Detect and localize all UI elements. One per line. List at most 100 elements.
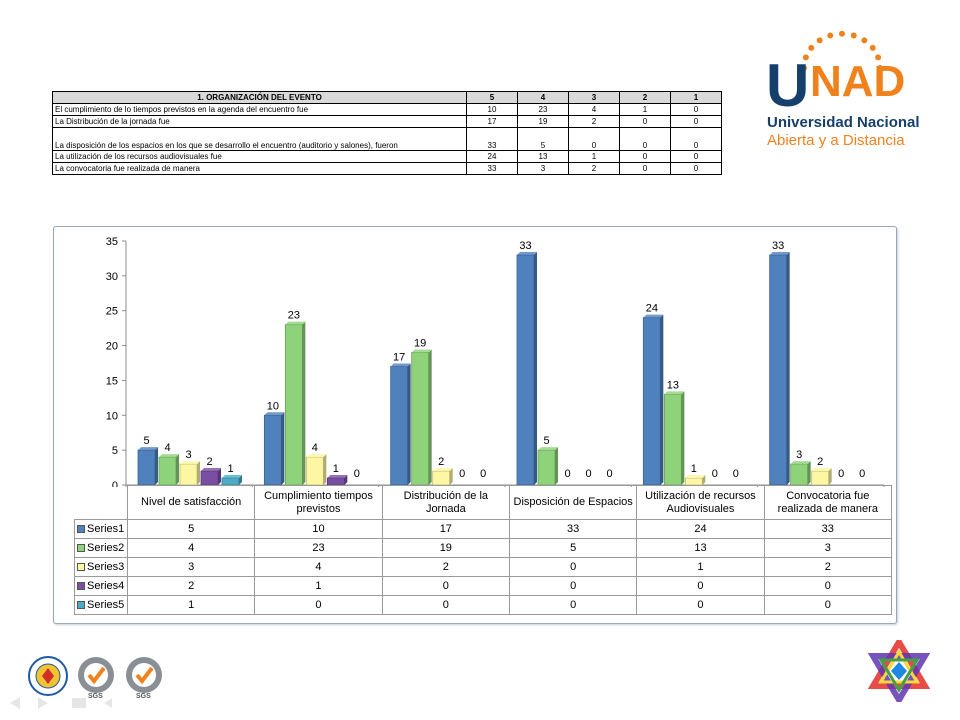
legend-swatch: [77, 544, 85, 553]
bar-top: [306, 454, 327, 458]
value-cell: 23: [517, 103, 569, 116]
bar-side: [155, 447, 158, 485]
column-header: 1: [670, 91, 722, 104]
bar-side: [702, 475, 706, 485]
data-label: 0: [606, 468, 612, 480]
arrow-left-icon[interactable]: [10, 697, 20, 709]
bar-top: [411, 349, 432, 353]
data-label: 2: [206, 456, 212, 468]
value-cell: 0: [670, 115, 722, 128]
x-category-label: Disposición de Espacios: [508, 485, 638, 520]
bar-side: [302, 321, 306, 485]
data-table-cell: 0: [763, 576, 892, 596]
bar-top: [327, 475, 348, 479]
data-label: 0: [585, 468, 591, 480]
unad-wordmark-icon: U NAD: [766, 30, 905, 118]
value-cell: 0: [670, 162, 722, 175]
data-table-cell: 23: [254, 538, 383, 558]
data-table-cell: 13: [636, 538, 765, 558]
data-label: 0: [712, 468, 718, 480]
svg-text:SGS: SGS: [88, 693, 103, 700]
data-label: 2: [817, 456, 823, 468]
data-label: 1: [691, 463, 697, 475]
bar: [179, 463, 198, 486]
data-label: 1: [333, 463, 339, 475]
bar: [663, 393, 682, 486]
legend-label: Series2: [87, 542, 125, 554]
legend-swatch: [77, 601, 85, 610]
legend-key: Series4: [74, 576, 128, 596]
value-cell: 0: [670, 150, 722, 163]
legend-label: Series5: [87, 599, 125, 611]
data-table-cell: 3: [126, 557, 256, 577]
bar: [790, 463, 809, 486]
y-tick-label: 5: [112, 445, 118, 457]
data-label: 0: [354, 468, 360, 480]
column-header: 3: [568, 91, 620, 104]
value-cell: 2: [568, 162, 620, 175]
bar: [811, 470, 830, 486]
bar-side: [323, 454, 327, 485]
sgs-certification-icon: SGS: [126, 657, 162, 700]
y-tick-label: 20: [106, 341, 118, 353]
bar-top: [538, 447, 558, 451]
value-cell: 0: [619, 115, 671, 128]
question-cell: La Distribución de la jornada fue: [52, 115, 467, 128]
table-row: El cumplimiento de lo tiempos previstos …: [52, 103, 722, 116]
bar-side: [218, 468, 221, 485]
column-header: 5: [466, 91, 518, 104]
column-header: 4: [517, 91, 569, 104]
data-table-cell: 0: [636, 595, 765, 615]
svg-text:SGS: SGS: [136, 693, 151, 700]
x-category-label: Convocatoria fue realizada de manera: [763, 485, 892, 520]
bar: [305, 456, 324, 486]
data-table-cell: 33: [763, 519, 892, 539]
data-table-cell: 3: [763, 538, 892, 558]
arrow-right-icon[interactable]: [38, 697, 48, 709]
legend-label: Series4: [87, 580, 125, 592]
bar: [642, 317, 661, 486]
svg-text:NAD: NAD: [810, 57, 905, 106]
bar-side: [197, 461, 200, 485]
bar-top: [517, 251, 537, 255]
bar-side: [681, 391, 685, 485]
data-table-cell: 0: [508, 576, 638, 596]
return-icon[interactable]: [104, 698, 112, 708]
question-cell: La utilización de los recursos audiovisu…: [52, 150, 467, 163]
data-label: 13: [667, 379, 679, 391]
legend-key: Series1: [74, 519, 128, 539]
organization-header-title: 1. ORGANIZACIÓN DEL EVENTO: [52, 91, 467, 104]
data-label: 19: [414, 338, 426, 350]
series-row: Series2 4 23 19 5 13 3: [74, 538, 892, 558]
slide-navigation[interactable]: [8, 696, 118, 710]
value-cell: 33: [466, 162, 518, 175]
menu-icon[interactable]: [72, 698, 86, 708]
data-table-cell: 0: [508, 557, 638, 577]
bar-side: [660, 314, 664, 485]
series-row: Series1 5 10 17 33 24 33: [74, 519, 892, 539]
data-table-cell: 1: [254, 576, 383, 596]
table-row: La Distribución de la jornada fue 17 19 …: [52, 115, 722, 128]
bar-top: [138, 447, 158, 451]
bar: [769, 254, 788, 486]
table-corner: [74, 485, 128, 520]
bar: [221, 477, 240, 486]
bar-top: [390, 363, 411, 367]
legend-swatch: [77, 563, 85, 572]
series-row: Series5 1 0 0 0 0 0: [74, 595, 892, 615]
question-cell: La disposición de los espacios en los qu…: [52, 127, 467, 151]
data-table-cell: 0: [381, 576, 510, 596]
data-label: 0: [733, 468, 739, 480]
data-table-cell: 24: [636, 519, 765, 539]
bar: [432, 470, 451, 486]
value-cell: 0: [568, 127, 620, 151]
bar-chart: 0 5 10 15 20 25 30 35 5 4 3 2 1 10 23 4 1 0 17 19 2 0 0 33 5 0 0 0 2…: [53, 226, 897, 624]
value-cell: 10: [466, 103, 518, 116]
x-category-label: Nivel de satisfacción: [126, 485, 256, 520]
value-cell: 0: [619, 127, 671, 151]
data-label: 17: [393, 351, 405, 363]
bar: [684, 477, 703, 486]
data-table-cell: 4: [126, 538, 256, 558]
bar-side: [786, 251, 790, 485]
